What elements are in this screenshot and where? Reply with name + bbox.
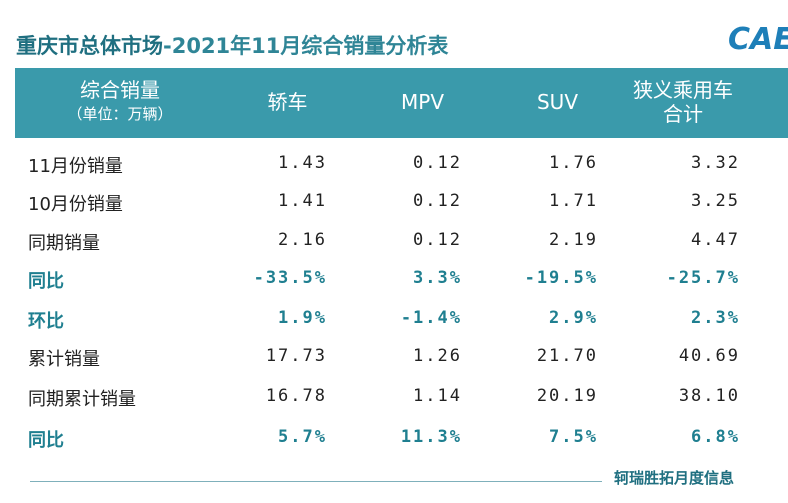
column-header-line: SUV: [536, 90, 578, 114]
cell-value: 2.19: [549, 230, 598, 250]
cell-value: 21.70: [536, 346, 598, 366]
cell-value: -25.7%: [666, 268, 740, 288]
cell-value: 2.9%: [549, 308, 598, 328]
cell-value: 1.14: [413, 386, 462, 406]
title-main: 重庆市总体市场: [16, 34, 163, 58]
cell-value: 20.19: [536, 386, 598, 406]
logo: CAE: [728, 22, 788, 57]
row-label: 同比: [28, 430, 64, 451]
table-header: 综合销量 （单位：万辆） 轿车 MPV SUV 狭义乘用车 合计: [15, 68, 788, 138]
cell-value: 4.47: [691, 230, 740, 250]
cell-value: -1.4%: [400, 308, 462, 328]
title: 重庆市总体市场-2021年11月综合销量分析表: [16, 30, 448, 60]
cell-value: 6.8%: [691, 427, 740, 447]
row-label: 环比: [28, 311, 64, 332]
cell-value: 3.3%: [413, 268, 462, 288]
cell-value: 1.76: [549, 153, 598, 173]
cell-value: 1.71: [549, 191, 598, 211]
footer-source: 轲瑞胜拓月度信息: [614, 469, 735, 487]
cell-value: -33.5%: [253, 268, 327, 288]
column-header: 综合销量 （单位：万辆）: [40, 78, 200, 126]
row-label: 同期销量: [28, 233, 100, 254]
column-header-line: 狭义乘用车: [633, 78, 733, 102]
cell-value: 17.73: [265, 346, 327, 366]
cell-value: 2.3%: [691, 308, 740, 328]
cell-value: 3.25: [691, 191, 740, 211]
cell-value: 2.16: [278, 230, 327, 250]
cell-value: 40.69: [678, 346, 740, 366]
cell-value: 1.43: [278, 153, 327, 173]
cell-value: 5.7%: [278, 427, 327, 447]
cell-value: -19.5%: [524, 268, 598, 288]
column-header-line: MPV: [401, 90, 444, 114]
column-header: 轿车: [240, 90, 335, 114]
row-label: 累计销量: [28, 349, 100, 370]
column-header-line: （单位：万辆）: [67, 105, 173, 123]
cell-value: 0.12: [413, 153, 462, 173]
row-label: 同比: [28, 271, 64, 292]
cell-value: 11.3%: [400, 427, 462, 447]
cell-value: 1.9%: [278, 308, 327, 328]
cell-value: 38.10: [678, 386, 740, 406]
cell-value: 7.5%: [549, 427, 598, 447]
cell-value: 1.41: [278, 191, 327, 211]
cell-value: 3.32: [691, 153, 740, 173]
cell-value: 0.12: [413, 191, 462, 211]
cell-value: 0.12: [413, 230, 462, 250]
cell-value: 16.78: [265, 386, 327, 406]
column-header: SUV: [510, 90, 605, 114]
row-label: 10月份销量: [28, 194, 123, 215]
column-header-line: 合计: [663, 102, 703, 126]
column-header: 狭义乘用车 合计: [613, 78, 753, 126]
footer-rule: [30, 481, 602, 482]
column-header-line: 综合销量: [80, 78, 160, 102]
title-sub: -2021年11月综合销量分析表: [163, 34, 449, 58]
column-header-line: 轿车: [267, 90, 308, 114]
column-header: MPV: [375, 90, 470, 114]
row-label: 11月份销量: [28, 156, 123, 177]
row-label: 同期累计销量: [28, 389, 136, 410]
cell-value: 1.26: [413, 346, 462, 366]
